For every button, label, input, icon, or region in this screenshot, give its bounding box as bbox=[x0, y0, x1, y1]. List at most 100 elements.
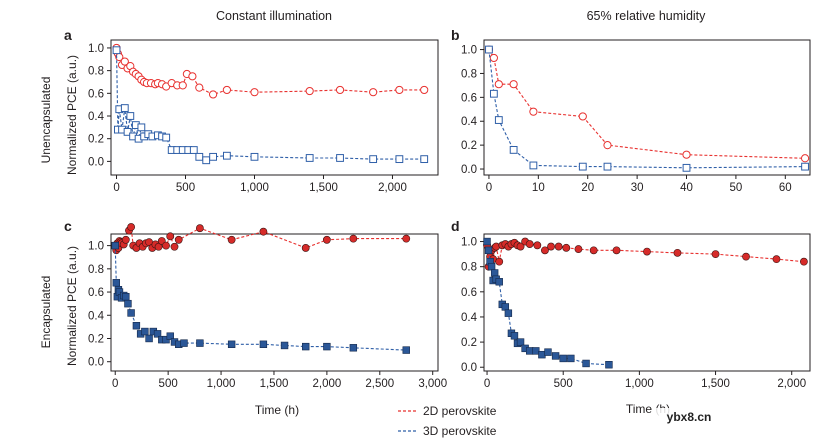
panel-b-y-tick-label: 0.8 bbox=[461, 68, 477, 80]
panel-c-point-3d bbox=[196, 339, 204, 347]
panel-d-point-2d bbox=[711, 250, 720, 259]
panel-c-x-tick-label: 1,000 bbox=[207, 378, 236, 390]
legend-label-2d: 2D perovskite bbox=[423, 404, 497, 418]
panel-d-point-3d bbox=[487, 262, 496, 271]
panel-a-x-tick-label: 1,000 bbox=[240, 182, 269, 194]
panel-a-series-line-3d bbox=[115, 50, 425, 161]
panel-c-point-3d bbox=[227, 340, 236, 348]
panel-d-y-tick-label: 0.0 bbox=[461, 362, 477, 374]
panel-a-point-3d bbox=[222, 151, 231, 160]
panel-d-point-2d bbox=[772, 255, 781, 264]
panel-d-point-3d bbox=[551, 352, 560, 360]
panel-c-y-tick-label: 0.4 bbox=[88, 310, 105, 322]
panel-letter-b: b bbox=[451, 27, 460, 43]
panel-d-point-2d bbox=[533, 241, 542, 250]
panel-d-point-2d bbox=[800, 257, 808, 266]
panel-a-point-3d bbox=[336, 154, 344, 162]
panel-c-point-3d bbox=[153, 330, 162, 338]
panel-d-point-2d bbox=[541, 246, 549, 255]
panel-d-point-3d bbox=[605, 361, 613, 369]
panel-c-point-3d bbox=[349, 344, 358, 352]
panel-b-point-2d bbox=[578, 112, 587, 121]
panel-b-point-3d bbox=[509, 146, 518, 154]
panel-a-y-tick-label: 0.6 bbox=[88, 88, 104, 100]
panel-b-frame bbox=[483, 39, 811, 176]
panel-c-y-tick-label: 0.2 bbox=[88, 333, 104, 345]
panel-d-point-2d bbox=[574, 245, 583, 253]
panel-c-point-2d bbox=[402, 234, 411, 243]
panel-d-point-2d bbox=[562, 243, 571, 252]
panel-a-point-2d bbox=[305, 86, 314, 96]
panel-b-x-tick-label: 40 bbox=[680, 182, 693, 194]
panel-d-point-3d bbox=[544, 348, 552, 356]
panel-c-point-2d bbox=[127, 223, 136, 231]
panel-c-y-tick-label: 0.0 bbox=[88, 357, 104, 369]
panel-b-x-tick-label: 0 bbox=[486, 182, 492, 194]
panel-a-point-2d bbox=[369, 88, 378, 97]
panel-b-plot: 0 10 20 30 40 50 60 0.0 0.2 0.4 0.6 0.8 1.0 bbox=[461, 45, 810, 194]
panel-d-frame bbox=[483, 233, 811, 372]
panel-b-point-2d bbox=[509, 80, 518, 89]
column-title-constant-illumination: Constant illumination bbox=[216, 9, 332, 23]
watermark-background bbox=[656, 408, 722, 426]
panel-d-point-2d bbox=[673, 248, 682, 257]
panel-c-x-tick-label: 500 bbox=[159, 378, 178, 390]
panel-d-point-2d bbox=[612, 246, 621, 255]
panel-d-x-tick-label: 500 bbox=[554, 378, 573, 390]
panel-c-point-3d bbox=[141, 327, 149, 336]
panel-c-point-3d bbox=[112, 279, 120, 287]
panel-a-point-2d bbox=[250, 88, 259, 97]
panel-d-x-tick-label: 1,500 bbox=[701, 378, 730, 390]
panel-a-frame bbox=[110, 39, 439, 176]
panel-d-point-2d bbox=[547, 242, 555, 251]
panel-a-point-3d bbox=[126, 112, 135, 120]
panel-c-x-tick-label: 3,000 bbox=[418, 378, 447, 390]
panel-a-point-2d bbox=[395, 85, 404, 95]
panel-b-y-tick-label: 0.0 bbox=[461, 164, 477, 176]
panel-c-point-3d bbox=[280, 341, 289, 350]
panel-c-point-3d bbox=[145, 334, 153, 343]
panel-d-point-2d bbox=[554, 242, 563, 251]
row-title-unencapsulated: Unencapsulated bbox=[39, 77, 53, 164]
panel-d-point-3d bbox=[559, 354, 567, 363]
panel-c-y-tick-label: 0.8 bbox=[88, 264, 104, 276]
panel-c-point-2d bbox=[166, 232, 175, 241]
panel-a-y-tick-label: 0.8 bbox=[88, 66, 104, 78]
panel-c-point-3d bbox=[402, 346, 410, 354]
panel-a-point-3d bbox=[250, 152, 259, 161]
panel-c-point-2d bbox=[170, 242, 179, 251]
panel-b-x-tick-label: 50 bbox=[730, 182, 743, 194]
panel-a-x-tick-label: 2,000 bbox=[378, 182, 407, 194]
panel-a-point-3d bbox=[195, 152, 204, 161]
panel-c-point-3d bbox=[122, 292, 130, 301]
panel-c-point-3d bbox=[180, 339, 188, 347]
panel-d-point-3d bbox=[582, 359, 590, 368]
panel-b-x-tick-label: 10 bbox=[532, 182, 545, 194]
panel-d-y-tick-label: 0.4 bbox=[461, 312, 478, 324]
panel-d-y-tick-label: 0.8 bbox=[461, 262, 477, 274]
panel-d-point-2d bbox=[643, 247, 651, 256]
panel-a-point-3d bbox=[202, 156, 211, 165]
panel-a-point-3d bbox=[189, 146, 198, 154]
panel-a-point-2d bbox=[120, 57, 129, 66]
panel-c-point-2d bbox=[259, 227, 268, 236]
y-axis-title-bottom: Normalized PCE (a.u.) bbox=[65, 246, 79, 366]
panel-d-point-3d bbox=[501, 303, 510, 311]
panel-d-point-3d bbox=[532, 347, 540, 355]
panel-d-point-3d bbox=[483, 237, 491, 246]
panel-a-x-tick-label: 0 bbox=[113, 182, 119, 194]
panel-c-x-tick-label: 2,000 bbox=[312, 378, 341, 390]
panel-b-series-line-3d bbox=[488, 49, 806, 169]
panel-c-point-2d bbox=[322, 235, 331, 244]
panel-b-y-tick-label: 0.4 bbox=[461, 116, 478, 128]
panel-a-y-tick-label: 0.4 bbox=[88, 111, 105, 123]
panel-a-point-3d bbox=[123, 127, 132, 136]
panel-d-point-3d bbox=[567, 354, 575, 363]
panel-b-point-2d bbox=[603, 141, 612, 150]
panel-a-point-2d bbox=[420, 85, 429, 95]
panel-b-point-3d bbox=[682, 163, 691, 172]
panel-b-point-3d bbox=[801, 162, 809, 171]
panel-letter-c: c bbox=[64, 218, 72, 234]
panel-d-point-2d bbox=[516, 242, 525, 251]
